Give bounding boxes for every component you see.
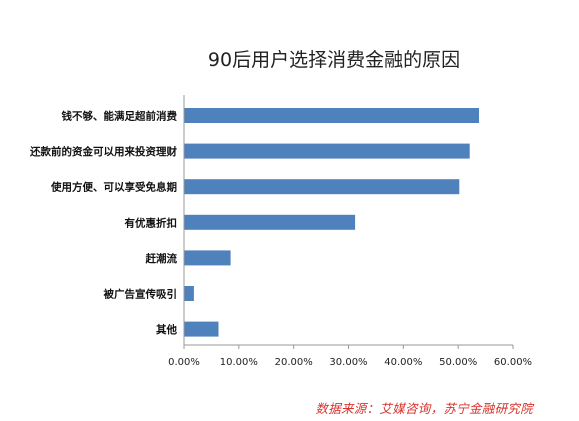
category-labels: 钱不够、能满足超前消费还款前的资金可以用来投资理财使用方便、可以享受免息期有优惠… xyxy=(29,110,177,337)
category-label-4: 有优惠折扣 xyxy=(125,216,178,229)
bar-5 xyxy=(184,250,231,266)
x-tick-label-1: 0.00% xyxy=(168,357,200,368)
chart-title: 90后用户选择消费金融的原因 xyxy=(208,49,460,71)
category-label-6: 被广告宣传吸引 xyxy=(104,288,178,301)
bar-4 xyxy=(184,214,356,230)
category-label-3: 使用方便、可以享受免息期 xyxy=(50,181,177,194)
x-tick-label-3: 20.00% xyxy=(275,357,313,368)
bar-1 xyxy=(184,108,479,123)
x-tick-label-5: 40.00% xyxy=(384,357,422,368)
bar-7 xyxy=(184,321,219,337)
source-note: 数据来源：艾媒咨询，苏宁金融研究院 xyxy=(315,401,533,416)
bar-6 xyxy=(184,286,194,301)
x-tick-label-7: 60.00% xyxy=(494,357,532,368)
bar-3 xyxy=(184,179,460,195)
category-label-2: 还款前的资金可以用来投资理财 xyxy=(29,145,177,158)
bars-group xyxy=(184,108,479,337)
x-tick-label-2: 10.00% xyxy=(220,357,258,368)
category-label-5: 赶潮流 xyxy=(145,252,178,265)
x-tick-label-6: 50.00% xyxy=(439,357,477,368)
category-label-1: 钱不够、能满足超前消费 xyxy=(62,110,178,123)
x-tick-label-4: 30.00% xyxy=(329,357,367,368)
bar-2 xyxy=(184,143,470,159)
category-label-7: 其他 xyxy=(156,323,177,336)
x-axis: 0.00% 10.00% 20.00% 30.00% 40.00% 50.00% 60.00… xyxy=(168,95,532,368)
